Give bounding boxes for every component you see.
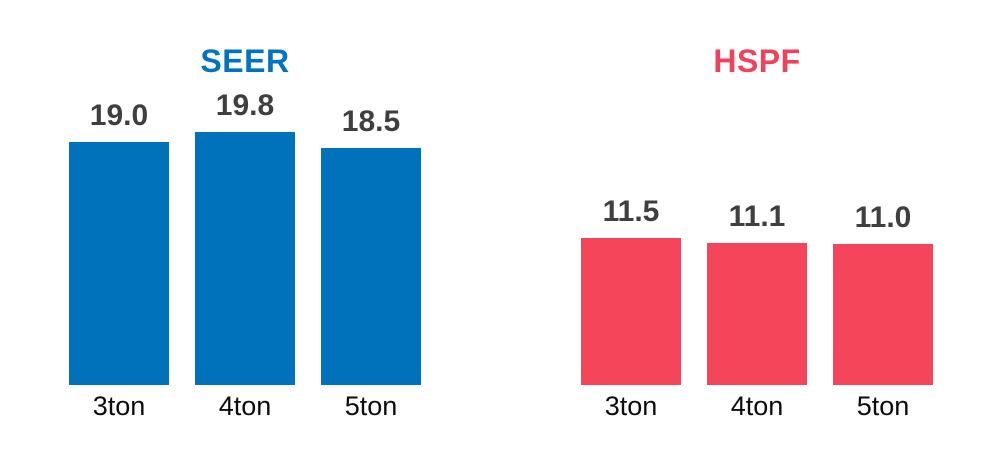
category-label: 5ton [856, 391, 910, 421]
hspf-bars-area: 11.5 3ton 11.1 4ton 11.0 5ton [552, 195, 962, 421]
bar-value-label: 11.0 [854, 201, 912, 234]
category-label: 4ton [218, 391, 272, 421]
bar [69, 142, 169, 385]
hspf-chart-title: HSPF [713, 42, 801, 79]
bar-group: 11.0 5ton [833, 201, 933, 421]
bar-value-label: 11.5 [602, 195, 660, 228]
bar-value-label: 18.5 [341, 105, 401, 138]
category-label: 4ton [730, 391, 784, 421]
seer-bars-area: 19.0 3ton 19.8 4ton 18.5 5ton [40, 89, 450, 421]
bar [707, 243, 807, 385]
hspf-chart: HSPF 11.5 3ton 11.1 4ton 11.0 5ton [552, 0, 962, 457]
bar-value-label: 19.8 [215, 89, 275, 122]
bar-group: 19.8 4ton [195, 89, 295, 421]
bar [321, 148, 421, 385]
bar-value-label: 11.1 [728, 200, 786, 233]
category-label: 3ton [604, 391, 658, 421]
seer-chart-title: SEER [200, 42, 290, 79]
bar-value-label: 19.0 [89, 99, 149, 132]
category-label: 3ton [92, 391, 146, 421]
bar-group: 19.0 3ton [69, 99, 169, 421]
bar [833, 244, 933, 385]
bar-group: 11.1 4ton [707, 200, 807, 421]
bar-group: 11.5 3ton [581, 195, 681, 421]
bar [195, 132, 295, 385]
bar [581, 238, 681, 385]
bar-group: 18.5 5ton [321, 105, 421, 421]
category-label: 5ton [344, 391, 398, 421]
seer-chart: SEER 19.0 3ton 19.8 4ton 18.5 5ton [40, 0, 450, 457]
